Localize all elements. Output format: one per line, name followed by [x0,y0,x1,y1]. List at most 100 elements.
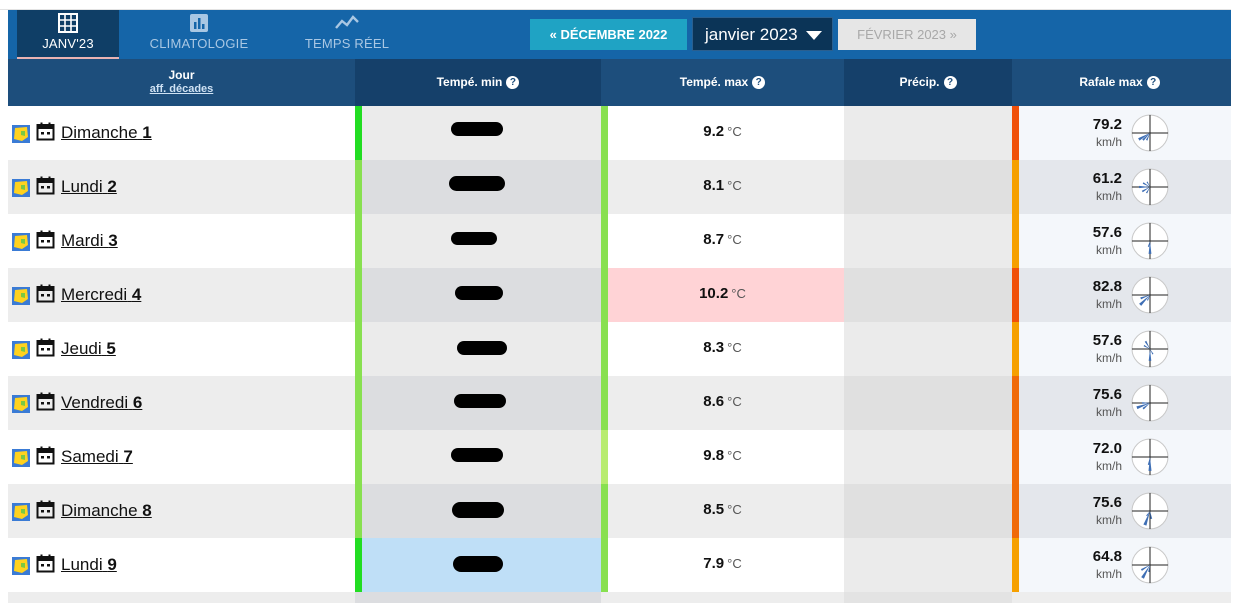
tmin-cell [355,106,601,160]
calendar-icon[interactable] [36,446,55,465]
wind-unit: km/h [1095,243,1122,257]
tmin-color-bar [355,484,362,538]
next-month-button[interactable]: FÉVRIER 2023 » [838,19,976,50]
gust-cell: 61.2 km/h [1012,160,1231,214]
gust-value: 72.0 km/h [1070,440,1122,473]
decades-link[interactable]: aff. décades [149,83,214,95]
bar-chart-icon [133,13,265,33]
tmax-color-bar [601,376,608,430]
tmin-cell [355,430,601,484]
day-link[interactable]: Samedi 7 [61,447,133,467]
tmin-cell [355,538,601,592]
day-number: 5 [106,339,116,358]
tab-temps-reel[interactable]: TEMPS RÉEL [288,10,406,59]
gust-color-bar [1012,160,1019,214]
calendar-icon[interactable] [36,500,55,519]
wind-rose-icon[interactable] [1130,491,1170,531]
day-link[interactable]: Dimanche 8 [61,501,152,521]
vigilance-map-icon[interactable] [12,395,30,413]
day-link[interactable]: Lundi 2 [61,177,117,197]
temp-unit: °C [727,340,742,355]
vigilance-map-icon[interactable] [12,341,30,359]
tmax-cell: 8.5 °C [601,484,844,538]
table-row-partial [8,592,1231,603]
grid-icon [17,13,119,33]
tmax-number: 9.8 [703,447,725,464]
header-gust-label: Rafale max [1079,75,1143,89]
precip-cell [844,268,1012,322]
day-link[interactable]: Lundi 9 [61,555,117,575]
table-row: Mercredi 4 10.2 °C 82.8 km/h [8,268,1231,322]
day-name: Samedi [61,447,119,466]
month-select[interactable]: janvier 2023 [692,17,833,51]
day-link[interactable]: Mercredi 4 [61,285,141,305]
help-icon[interactable]: ? [506,76,520,89]
day-number: 1 [142,123,152,142]
precip-cell [844,538,1012,592]
tmax-color-bar [601,160,608,214]
help-icon[interactable]: ? [1146,76,1160,89]
tmax-value: 9.2 °C [601,123,844,140]
tmin-cell [355,322,601,376]
tmax-color-bar [601,430,608,484]
tab-climatologie[interactable]: CLIMATOLOGIE [133,10,265,59]
vigilance-map-icon[interactable] [12,233,30,251]
calendar-icon[interactable] [36,230,55,249]
calendar-icon[interactable] [36,554,55,573]
help-icon[interactable]: ? [943,76,957,89]
tmin-cell [355,484,601,538]
header-tmin-label: Tempé. min [436,75,503,89]
vigilance-map-icon[interactable] [12,125,30,143]
calendar-icon[interactable] [36,176,55,195]
previous-month-button[interactable]: « DÉCEMBRE 2022 [530,19,687,50]
wind-rose-icon[interactable] [1130,329,1170,369]
day-name: Vendredi [61,393,129,412]
tmax-number: 7.9 [703,555,725,572]
gust-value: 57.6 km/h [1070,332,1122,365]
vigilance-map-icon[interactable] [12,557,30,575]
day-link[interactable]: Dimanche 1 [61,123,152,143]
vigilance-map-icon[interactable] [12,287,30,305]
vigilance-map-icon[interactable] [12,449,30,467]
header-tmax: Tempé. max? [601,59,844,106]
day-name: Mardi [61,231,104,250]
temp-unit: °C [727,124,742,139]
wind-rose-icon[interactable] [1130,437,1170,477]
tab-month[interactable]: JANV'23 [17,10,119,59]
vigilance-map-icon[interactable] [12,179,30,197]
tmin-cell [355,160,601,214]
wind-rose-icon[interactable] [1130,275,1170,315]
vigilance-map-icon[interactable] [12,503,30,521]
gust-number: 75.6 [1092,386,1122,403]
help-icon[interactable]: ? [752,76,766,89]
calendar-icon[interactable] [36,392,55,411]
wind-rose-icon[interactable] [1130,221,1170,261]
day-link[interactable]: Mardi 3 [61,231,118,251]
gust-value: 82.8 km/h [1070,278,1122,311]
wind-rose-icon[interactable] [1130,167,1170,207]
precip-cell [844,376,1012,430]
tmax-color-bar [601,106,608,160]
wind-rose-icon[interactable] [1130,545,1170,585]
tmin-color-bar [355,214,362,268]
tmax-color-bar [601,484,608,538]
tmax-value: 8.7 °C [601,231,844,248]
tmin-color-bar [355,322,362,376]
precip-cell [844,484,1012,538]
calendar-icon[interactable] [36,284,55,303]
calendar-icon[interactable] [36,338,55,357]
tmax-number: 8.3 [703,339,725,356]
month-select-value: janvier 2023 [705,25,798,44]
day-number: 9 [107,555,117,574]
gust-value: 64.8 km/h [1070,548,1122,581]
calendar-icon[interactable] [36,122,55,141]
day-link[interactable]: Vendredi 6 [61,393,142,413]
wind-unit: km/h [1095,405,1122,419]
day-number: 8 [142,501,152,520]
tab-climatologie-label: CLIMATOLOGIE [149,36,249,51]
header-precip-label: Précip. [899,75,940,89]
wind-rose-icon[interactable] [1130,113,1170,153]
wind-rose-icon[interactable] [1130,383,1170,423]
precip-cell [844,214,1012,268]
day-link[interactable]: Jeudi 5 [61,339,116,359]
